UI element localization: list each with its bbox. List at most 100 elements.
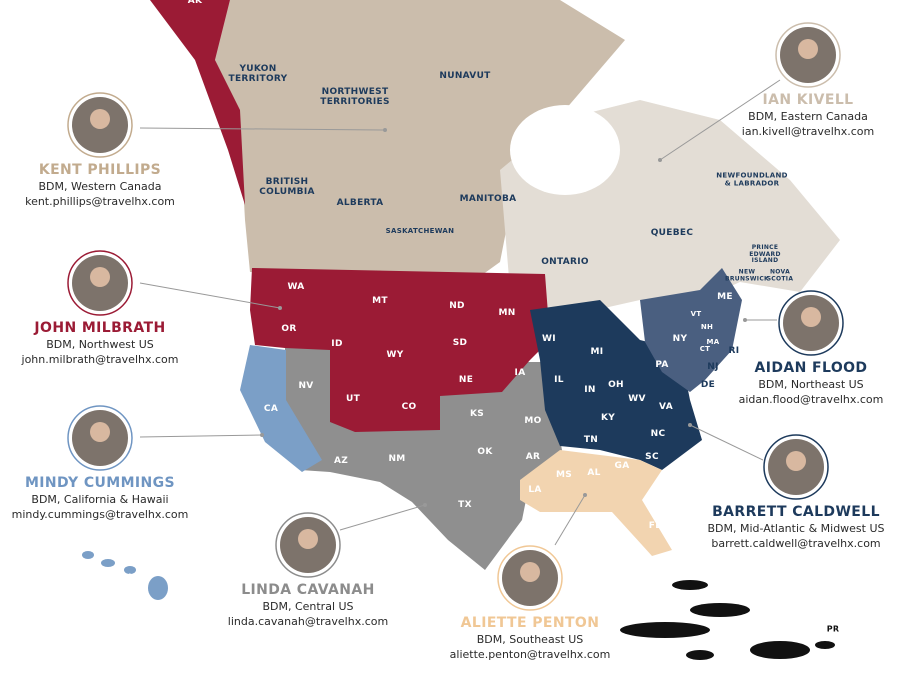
region-label: GA [614, 461, 630, 472]
rep-name: AIDAN FLOOD [754, 360, 868, 376]
region-label: NY [672, 334, 688, 345]
leader-line [659, 79, 781, 161]
leader-dot [423, 503, 427, 507]
region-label: CA [263, 404, 279, 415]
region-label: ND [449, 301, 465, 312]
region-label: ONTARIO [541, 257, 589, 268]
region-label: IA [514, 368, 526, 379]
rep-name: LINDA CAVANAH [241, 582, 375, 598]
rep-email: kent.phillips@travelhx.com [25, 195, 175, 208]
region-label: QUEBEC [650, 228, 694, 239]
region-label: PR [826, 624, 840, 634]
region-label: MN [498, 308, 516, 319]
region-label: MS [555, 470, 573, 481]
region-label: WV [628, 394, 646, 405]
region-label: VA [659, 402, 673, 413]
rep-card: ALIETTE PENTON BDM, Southeast US aliette.p… [450, 615, 611, 661]
photos [67, 22, 844, 611]
region-label: AZ [333, 456, 349, 467]
photo-face [520, 562, 540, 582]
region-label: ALBERTA [336, 198, 384, 209]
caribbean [620, 580, 835, 660]
leader-dot [688, 423, 692, 427]
region-label: CO [401, 402, 417, 413]
region-western-canada [215, 0, 625, 280]
rep-name: JOHN MILBRATH [34, 320, 166, 336]
region-label: NEW BRUNSWICK [724, 268, 769, 282]
region-label: BRITISH COLUMBIA [259, 177, 315, 197]
region-label: OR [281, 324, 297, 335]
rep-role: BDM, Central US [262, 600, 354, 613]
leader-lines [139, 79, 781, 546]
rep-card: KENT PHILLIPS BDM, Western Canada kent.phi… [25, 162, 175, 208]
region-label: MANITOBA [459, 194, 517, 205]
rep-role: BDM, California & Hawaii [31, 493, 169, 506]
region-label: KY [600, 413, 616, 424]
region-label: UT [345, 394, 361, 405]
photo-face [798, 39, 818, 59]
region-label: FL [648, 521, 662, 532]
region-label: TX [458, 500, 472, 511]
region-northwest [250, 268, 550, 432]
region-label: TN [583, 435, 599, 446]
region-label: WY [386, 350, 404, 361]
region-label: SASKATCHEWAN [385, 227, 455, 236]
region-label: NC [650, 429, 666, 440]
region-label: HI [120, 573, 132, 584]
region-alaska [150, 0, 245, 205]
region-label: MO [524, 416, 542, 427]
region-label: WI [542, 334, 556, 345]
region-label: MI [590, 347, 604, 358]
rep-card: JOHN MILBRATH BDM, Northwest US john.milbr… [22, 320, 179, 366]
region-northeast [640, 268, 742, 392]
region-label: ID [331, 339, 343, 350]
region-label: NE [458, 375, 474, 386]
leader-line [554, 494, 586, 546]
region-central [285, 345, 562, 570]
region-label: OH [608, 380, 624, 391]
leader-line [139, 434, 263, 438]
photo-face [90, 109, 110, 129]
region-label: SC [645, 452, 659, 463]
region-label: NM [388, 454, 406, 465]
leader-line [139, 282, 281, 309]
rep-email: aidan.flood@travelhx.com [738, 393, 884, 406]
rep-card: MINDY CUMMINGS BDM, California & Hawaii mi… [12, 475, 189, 521]
rep-name: BARRETT CALDWELL [712, 504, 880, 520]
leader-dot [583, 493, 587, 497]
rep-name: MINDY CUMMINGS [24, 475, 176, 491]
leader-dot [260, 433, 264, 437]
rep-role: BDM, Northeast US [758, 378, 864, 391]
rep-role: BDM, Northwest US [46, 338, 154, 351]
rep-role: BDM, Eastern Canada [748, 110, 868, 123]
region-label: CT [699, 345, 711, 354]
leader-line [139, 127, 386, 131]
region-label: NORTHWEST TERRITORIES [320, 87, 390, 107]
region-label: PRINCE EDWARD ISLAND [749, 244, 781, 265]
rep-name: ALIETTE PENTON [460, 615, 600, 631]
region-label: NJ [707, 362, 719, 373]
photo-face [801, 307, 821, 327]
region-label: AR [525, 452, 541, 463]
rep-email: aliette.penton@travelhx.com [449, 648, 611, 661]
region-label: RI [728, 346, 740, 357]
leader-dot [743, 318, 747, 322]
photo-face [90, 267, 110, 287]
region-label: PA [655, 360, 669, 371]
photo-face [90, 422, 110, 442]
rep-email: ian.kivell@travelhx.com [741, 125, 875, 138]
region-label: ME [717, 292, 733, 303]
rep-email: mindy.cummings@travelhx.com [11, 508, 189, 521]
photo-face [298, 529, 318, 549]
rep-card: BARRETT CALDWELL BDM, Mid-Atlantic & Midw… [707, 504, 884, 550]
region-label: IL [554, 375, 564, 386]
rep-email: linda.cavanah@travelhx.com [227, 615, 389, 628]
region-label: SD [452, 338, 468, 349]
region-label: NOVA SCOTIA [766, 268, 794, 282]
region-label: NH [700, 323, 714, 332]
region-label: MA [706, 338, 720, 347]
region-label: LA [528, 485, 542, 496]
region-southeast [520, 450, 672, 556]
region-label: KS [469, 409, 485, 420]
